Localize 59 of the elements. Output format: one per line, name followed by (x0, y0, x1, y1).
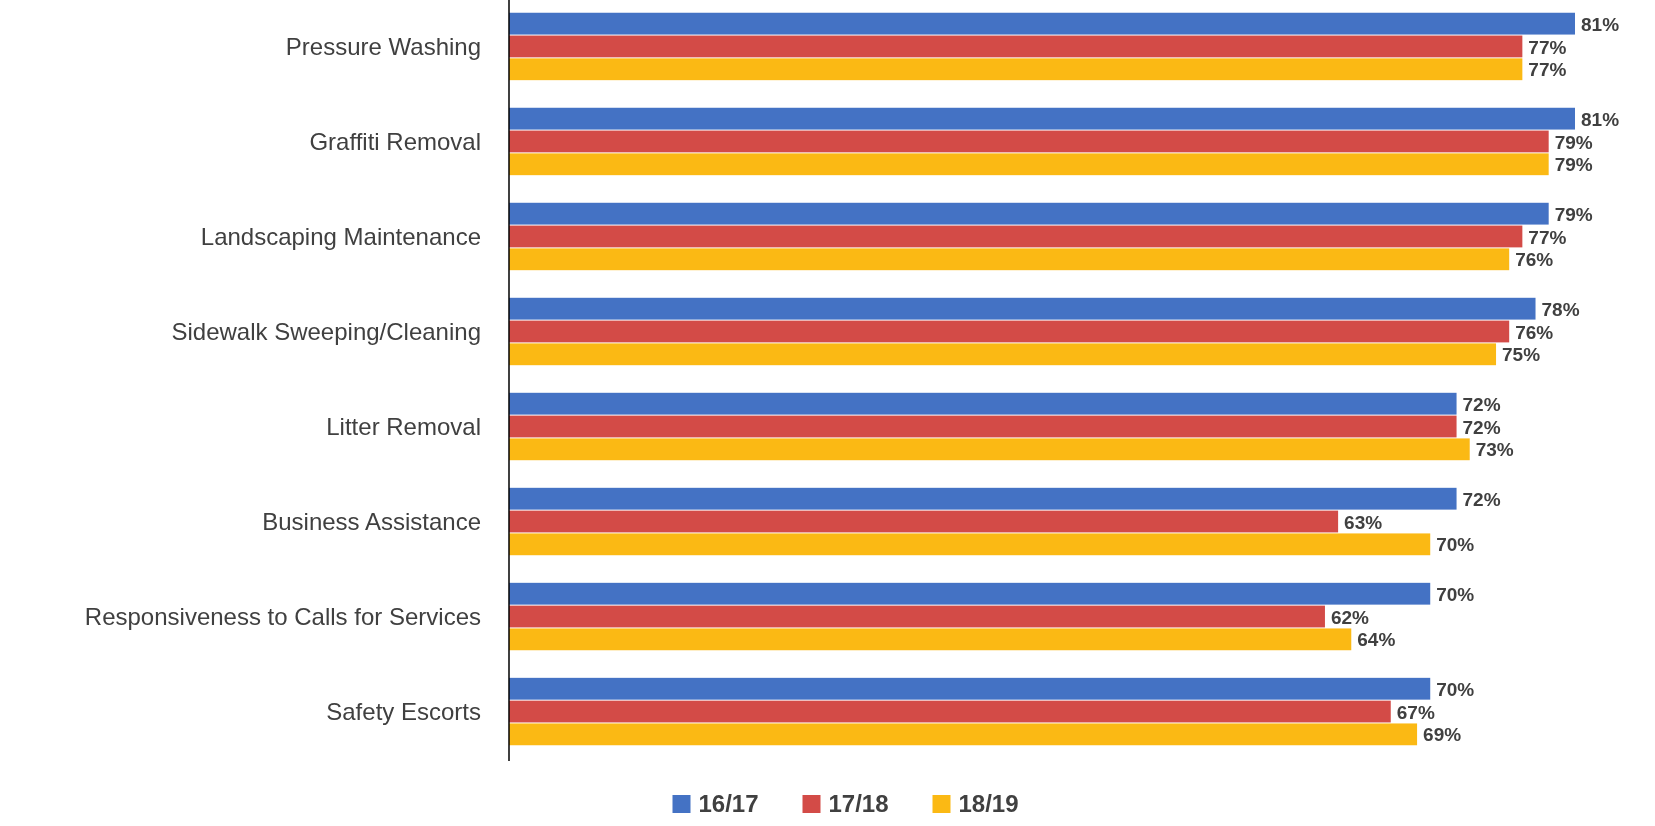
bar (509, 415, 1457, 438)
data-label: 72% (1462, 393, 1501, 415)
bar (509, 107, 1575, 130)
y-tick-label: Responsiveness to Calls for Services (84, 603, 481, 631)
data-label: 81% (1581, 108, 1620, 130)
bar (509, 202, 1549, 225)
data-label: 64% (1357, 629, 1396, 651)
bar (509, 605, 1325, 628)
bar (509, 533, 1431, 556)
bar (509, 487, 1457, 510)
data-label: 70% (1436, 678, 1475, 700)
y-tick-label: Graffiti Removal (309, 128, 481, 156)
bar (509, 510, 1339, 533)
data-label: 76% (1515, 321, 1554, 343)
data-label: 76% (1515, 249, 1554, 271)
data-label: 67% (1396, 701, 1435, 723)
bar (509, 153, 1549, 176)
bar (509, 58, 1523, 81)
bar (509, 628, 1352, 651)
data-label: 79% (1554, 203, 1593, 225)
y-tick-label: Safety Escorts (326, 698, 481, 726)
legend-label: 18/19 (958, 790, 1019, 817)
bar (509, 582, 1431, 605)
y-tick-label: Business Assistance (262, 508, 481, 536)
y-tick-label: Sidewalk Sweeping/Cleaning (171, 318, 481, 346)
data-label: 70% (1436, 583, 1475, 605)
bar (509, 225, 1523, 248)
y-tick-label: Pressure Washing (285, 33, 481, 61)
data-label: 77% (1528, 226, 1567, 248)
legend-label: 16/17 (698, 790, 759, 817)
data-label: 79% (1554, 131, 1593, 153)
bar (509, 12, 1575, 35)
data-label: 72% (1462, 416, 1501, 438)
data-label: 81% (1581, 13, 1620, 35)
legend-label: 17/18 (828, 790, 889, 817)
y-tick-label: Litter Removal (326, 413, 481, 441)
data-label: 62% (1330, 606, 1370, 628)
data-label: 73% (1475, 439, 1514, 461)
data-label: 63% (1344, 511, 1383, 533)
bar (509, 248, 1510, 271)
bar (509, 700, 1391, 723)
bar (509, 320, 1510, 343)
bar (509, 392, 1457, 415)
bar (509, 35, 1523, 58)
bar (509, 677, 1431, 700)
bar (509, 130, 1549, 153)
y-tick-label: Landscaping Maintenance (200, 223, 481, 251)
bar (509, 297, 1536, 320)
data-label: 70% (1436, 534, 1475, 556)
bar (509, 343, 1497, 366)
bar (509, 723, 1418, 746)
data-label: 77% (1528, 36, 1567, 58)
bar (509, 438, 1470, 461)
data-label: 75% (1502, 344, 1541, 366)
data-label: 78% (1541, 298, 1580, 320)
data-label: 72% (1462, 488, 1501, 510)
data-label: 77% (1528, 59, 1567, 81)
data-label: 79% (1554, 154, 1593, 176)
data-label: 69% (1423, 724, 1462, 746)
